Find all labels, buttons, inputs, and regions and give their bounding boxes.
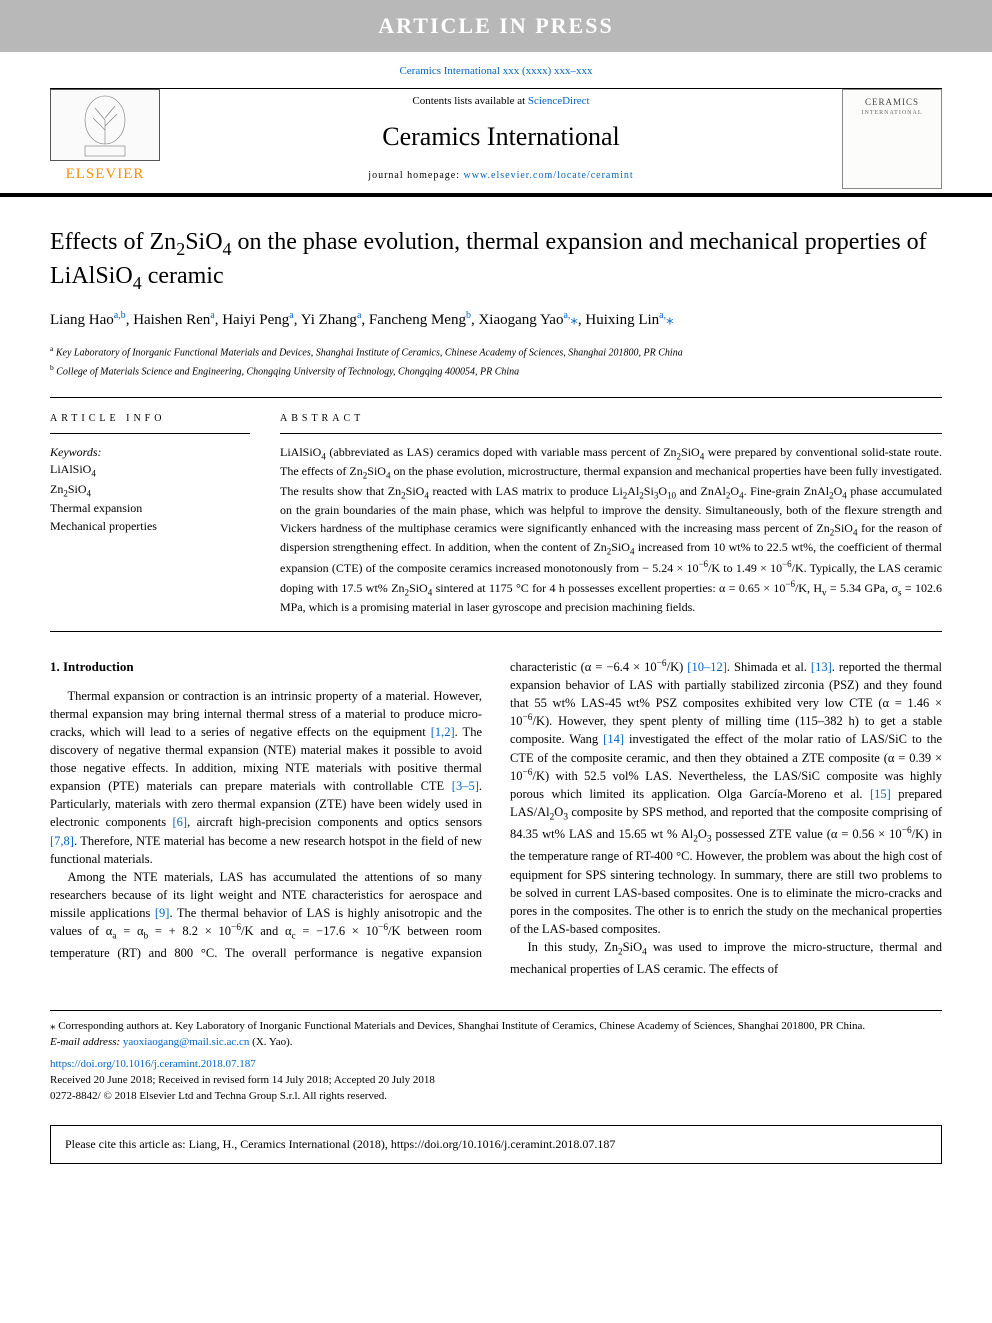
body-columns: 1. Introduction Thermal expansion or con… [50,658,942,979]
article-info-head: ARTICLE INFO [50,412,250,434]
sciencedirect-link[interactable]: ScienceDirect [528,95,590,107]
abstract-head: ABSTRACT [280,412,942,434]
keywords-list: LiAlSiO4Zn2SiO4Thermal expansionMechanic… [50,461,250,535]
received-line: Received 20 June 2018; Received in revis… [50,1073,942,1089]
email-link[interactable]: yaoxiaogang@mail.sic.ac.cn [123,1036,250,1048]
reference-line: Ceramics International xxx (xxxx) xxx–xx… [0,52,992,88]
journal-name: Ceramics International [160,118,842,156]
homepage-prefix: journal homepage: [368,170,463,181]
cover-title: CERAMICS [865,96,919,109]
abstract-text: LiAlSiO4 (abbreviated as LAS) ceramics d… [280,444,942,617]
cover-subtitle: INTERNATIONAL [862,109,923,118]
keyword: Thermal expansion [50,500,250,517]
body-paragraph: In this study, Zn2SiO4 was used to impro… [510,938,942,978]
affiliation: b College of Materials Science and Engin… [50,363,942,380]
elsevier-wordmark: ELSEVIER [50,161,160,189]
keyword: Mechanical properties [50,518,250,535]
contents-line: Contents lists available at ScienceDirec… [160,94,842,110]
keyword: LiAlSiO4 [50,461,250,480]
journal-cover-thumb: CERAMICS INTERNATIONAL [842,89,942,189]
email-line: E-mail address: yaoxiaogang@mail.sic.ac.… [50,1035,942,1051]
email-label: E-mail address: [50,1036,123,1048]
homepage-line: journal homepage: www.elsevier.com/locat… [160,169,842,184]
contents-prefix: Contents lists available at [412,95,527,107]
affiliations: a Key Laboratory of Inorganic Functional… [50,344,942,380]
corresponding-note: ⁎ Corresponding authors at. Key Laborato… [50,1019,942,1035]
ref-link[interactable]: Ceramics International xxx (xxxx) xxx–xx… [399,65,592,77]
doi-block: https://doi.org/10.1016/j.ceramint.2018.… [0,1051,992,1115]
footnotes: ⁎ Corresponding authors at. Key Laborato… [50,1010,942,1051]
email-suffix: (X. Yao). [249,1036,292,1048]
masthead: ELSEVIER Contents lists available at Sci… [50,88,942,189]
homepage-link[interactable]: www.elsevier.com/locate/ceramint [464,170,634,181]
doi-link[interactable]: https://doi.org/10.1016/j.ceramint.2018.… [50,1058,256,1070]
publisher-logo: ELSEVIER [50,89,160,189]
article-title: Effects of Zn2SiO4 on the phase evolutio… [50,227,942,295]
body-paragraph: Thermal expansion or contraction is an i… [50,687,482,868]
article-in-press-banner: ARTICLE IN PRESS [0,0,992,52]
copyright-line: 0272-8842/ © 2018 Elsevier Ltd and Techn… [50,1089,942,1105]
keyword: Zn2SiO4 [50,481,250,500]
elsevier-tree-icon [50,89,160,161]
affiliation: a Key Laboratory of Inorganic Functional… [50,344,942,361]
author-list: Liang Haoa,b, Haishen Rena, Haiyi Penga,… [50,309,942,332]
keywords-label: Keywords: [50,444,250,461]
cite-box: Please cite this article as: Liang, H., … [50,1125,942,1164]
section-heading: 1. Introduction [50,658,482,677]
